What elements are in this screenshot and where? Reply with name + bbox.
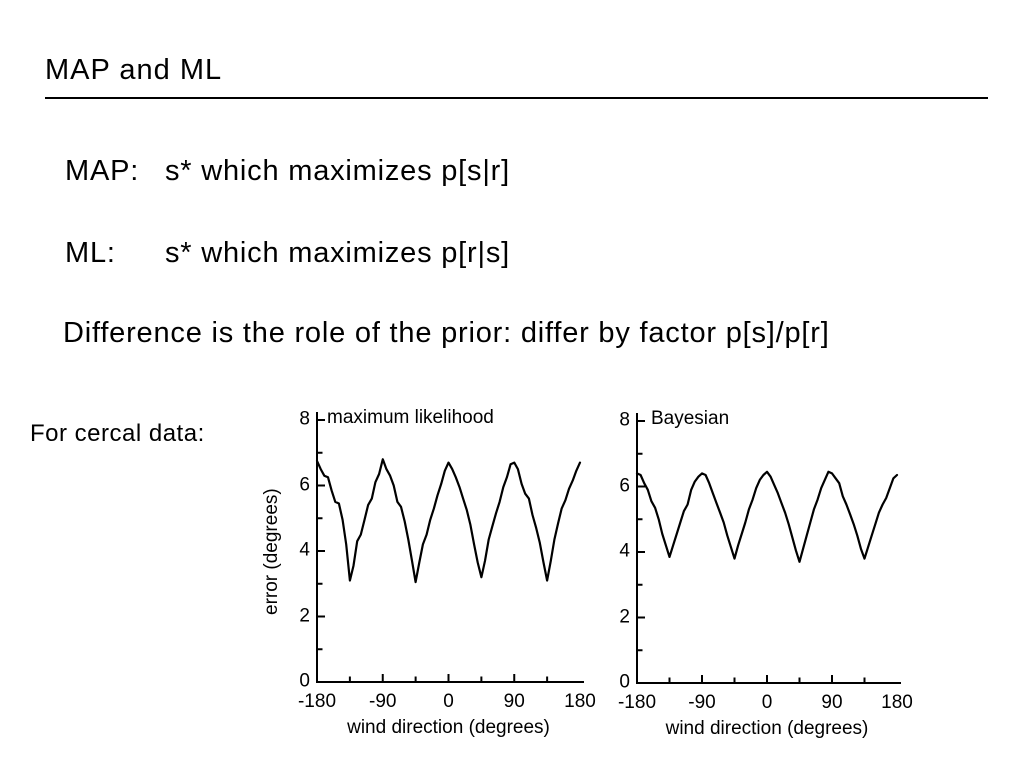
y-tick-label: 6 (619, 475, 630, 497)
plot-title: Bayesian (651, 408, 730, 429)
x-tick-label: 0 (761, 692, 773, 713)
y-tick-label: 0 (619, 671, 630, 693)
y-tick-label: 0 (299, 670, 310, 692)
ml-label: ML: (65, 237, 116, 269)
x-tick-label: -90 (688, 692, 716, 713)
chart-bayesian: Bayesian wind direction (degrees) -180 -90 0… (600, 398, 945, 760)
x-tick-label: -180 (297, 691, 337, 712)
map-definition-text: s* which maximizes p[s|r] (165, 155, 510, 187)
x-tick-label: 90 (503, 691, 525, 712)
plot-title: maximum likelihood (327, 407, 494, 428)
maximum-likelihood-curve (315, 458, 582, 584)
x-tick-label: 90 (821, 692, 843, 713)
x-tick-label: 180 (881, 692, 913, 713)
difference-line: Difference is the role of the prior: dif… (63, 317, 830, 349)
title-underline (45, 97, 988, 99)
x-axis-label: wind direction (degrees) (665, 718, 869, 739)
maximum-likelihood-plot-area (315, 412, 584, 683)
slide-title: MAP and ML (45, 54, 223, 86)
y-tick-label: 8 (299, 408, 310, 430)
x-axis-label: wind direction (degrees) (347, 717, 550, 738)
ml-definition-text: s* which maximizes p[r|s] (165, 237, 510, 269)
y-tick-label: 4 (619, 540, 630, 562)
y-tick-label: 2 (299, 605, 310, 627)
bayesian-plot-area (635, 413, 901, 684)
y-tick-label: 2 (619, 606, 630, 628)
y-tick-label: 8 (619, 409, 630, 431)
x-tick-label: -90 (369, 691, 397, 712)
y-tick-label: 4 (299, 539, 310, 561)
map-label: MAP: (65, 155, 140, 187)
cercal-data-label: For cercal data: (30, 420, 205, 447)
x-tick-label: 0 (443, 691, 454, 712)
x-tick-label: 180 (564, 691, 596, 712)
y-tick-label: 6 (299, 474, 310, 496)
bayesian-curve (635, 470, 899, 563)
chart-maximum-likelihood: maximum likelihood wind direction (degree… (255, 398, 600, 760)
x-tick-label: -180 (617, 692, 657, 713)
